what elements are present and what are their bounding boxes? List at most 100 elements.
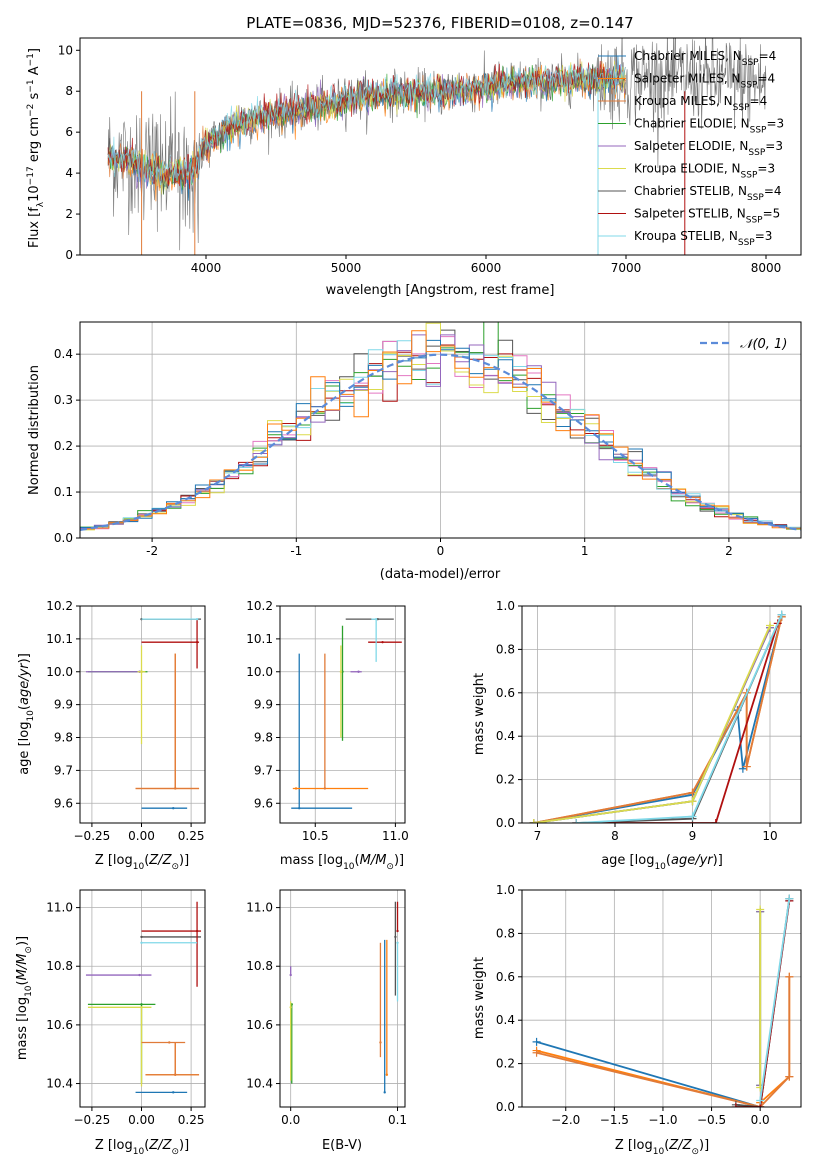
y-tick-label: 2 [65, 207, 73, 221]
y-tick-label: 8 [65, 84, 73, 98]
legend-entry: Salpeter MILES, NSSP=4 [634, 72, 775, 91]
weight-marker [766, 621, 774, 630]
y-tick-label: 9.6 [254, 796, 273, 810]
age-vs-metallicity-panel: −0.25 0.00 0.25 9.6 9.7 9.8 9.9 10.0 10.1 10.2 Z [… [17, 599, 206, 872]
x-tick-label: 8000 [751, 261, 782, 275]
y-tick-label: 10.8 [246, 959, 273, 973]
x-tick-label: 7 [534, 829, 542, 843]
plot-area [289, 901, 399, 1094]
point-marker [172, 807, 175, 810]
point-marker [289, 1006, 292, 1009]
legend-entry: 𝒩(0, 1) [740, 337, 787, 352]
axes-frame [79, 889, 206, 1108]
x-tick-label: -2 [146, 544, 158, 558]
mass-weight-vs-metallicity-panel: −2.0 −1.5 −1.0 −0.5 0.0 0.0 0.2 0.4 0.6 0.8 1.0 Z [… [472, 883, 802, 1157]
model-spectrum-8 [107, 64, 626, 186]
weight-line-3 [533, 627, 771, 823]
point-marker [394, 935, 397, 939]
mass-vs-metallicity-panel: −0.25 0.00 0.25 10.4 10.6 10.8 11.0 Z [log10(Z/… [15, 889, 206, 1157]
weight-line-1 [533, 616, 783, 823]
point-marker [379, 1041, 382, 1044]
point-marker [138, 973, 141, 977]
x-tick-label: 6000 [471, 261, 502, 275]
y-tick-label: 10.2 [46, 599, 73, 613]
y-tick-label: 9.9 [54, 698, 73, 712]
y-tick-label: 11.0 [46, 901, 73, 915]
y-tick-label: 6 [65, 125, 73, 139]
y-tick-label: 9.8 [54, 731, 73, 745]
weight-marker [529, 819, 538, 823]
point-marker [374, 617, 378, 621]
weight-marker [756, 905, 765, 914]
normal-curve [80, 353, 801, 531]
legend-entry: Chabrier STELIB, NSSP=4 [634, 184, 782, 203]
y-tick-label: 0.0 [54, 531, 73, 545]
y-tick-label: 0.6 [496, 686, 515, 700]
x-axis-label: (data-model)/error [380, 567, 501, 582]
x-tick-label: 0.1 [388, 1113, 407, 1127]
x-axis-label: mass [log10(M/M⊙)] [280, 853, 404, 872]
plot-area [85, 617, 202, 810]
legend-entry: Kroupa MILES, NSSP=4 [634, 94, 767, 113]
x-tick-label: 10.5 [302, 829, 329, 843]
x-tick-label: -1 [290, 544, 302, 558]
y-tick-label: 0.2 [54, 439, 73, 453]
y-tick-label: 0.4 [496, 729, 515, 743]
weight-line-8 [759, 898, 791, 1101]
age-vs-mass-panel: 10.5 11.0 9.6 9.7 9.8 9.9 10.0 10.1 10.2 mass [lo… [246, 599, 408, 872]
point-marker [383, 1091, 386, 1094]
plot-area [529, 610, 786, 823]
weight-marker [572, 819, 581, 823]
x-tick-label: 0.0 [281, 1113, 300, 1127]
axes-frame [279, 605, 406, 824]
weight-marker [688, 788, 697, 797]
point-marker [381, 640, 384, 644]
y-axis-label: age [log10(age/yr)] [17, 653, 36, 775]
x-tick-label: −0.5 [697, 1113, 726, 1127]
point-marker [140, 935, 143, 939]
x-tick-label: 0.00 [128, 829, 155, 843]
plot-area [80, 322, 801, 533]
x-tick-label: 0 [437, 544, 445, 558]
point-marker [396, 929, 399, 933]
figure-title: PLATE=0836, MJD=52376, FIBERID=0108, z=0… [246, 14, 633, 32]
x-tick-label: 0.00 [128, 1113, 155, 1127]
axes-frame [521, 889, 802, 1108]
spectrum-panel: 4000 5000 6000 7000 8000 0 2 4 6 8 10 wavelength [A… [26, 37, 802, 298]
y-tick-label: 4 [65, 166, 73, 180]
x-axis-label: Z [log10(Z/Z⊙)] [95, 1138, 189, 1157]
axes-frame [279, 889, 406, 1108]
legend-entry: Salpeter STELIB, NSSP=5 [634, 207, 780, 226]
plot-area [107, 38, 767, 255]
axes-frame [79, 37, 802, 256]
x-tick-label: −2.0 [551, 1113, 580, 1127]
point-marker [289, 973, 292, 977]
legend: Chabrier MILES, NSSP=4 Salpeter MILES, NS… [598, 49, 784, 248]
weight-line-6 [576, 614, 783, 823]
weight-line-6 [735, 898, 791, 1107]
x-tick-label: 4000 [191, 261, 222, 275]
y-tick-label: 9.9 [254, 698, 273, 712]
point-marker [339, 670, 343, 673]
y-tick-label: 1.0 [496, 599, 515, 613]
point-marker [195, 929, 199, 933]
model-spectrum-7 [107, 60, 626, 190]
x-tick-label: 8 [611, 829, 619, 843]
point-marker [396, 941, 399, 944]
legend-entry: Chabrier MILES, NSSP=4 [634, 49, 776, 68]
weight-marker [785, 1072, 794, 1081]
point-marker [298, 807, 301, 810]
y-tick-label: 0.0 [496, 816, 515, 830]
y-tick-label: 10.8 [46, 959, 73, 973]
weight-line-4 [533, 627, 771, 823]
axes-frame [79, 605, 206, 824]
point-marker [174, 787, 177, 790]
point-marker [140, 941, 143, 944]
weight-marker [731, 1103, 740, 1107]
point-marker [172, 1091, 175, 1094]
x-axis-label: Z [log10(Z/Z⊙)] [95, 853, 189, 872]
y-tick-label: 10.4 [46, 1077, 73, 1091]
y-tick-label: 0.2 [496, 773, 515, 787]
